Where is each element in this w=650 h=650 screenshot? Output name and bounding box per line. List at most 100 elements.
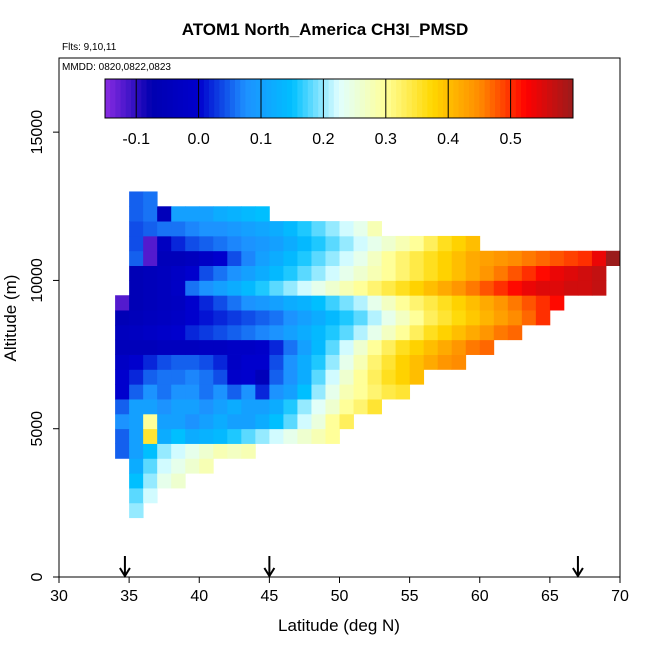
x-tick-label: 50 [331, 588, 349, 605]
heatmap-cell [367, 295, 382, 311]
colorbar-segment [287, 79, 293, 118]
heatmap-cell [199, 354, 214, 370]
heatmap-cell [283, 221, 298, 237]
heatmap-cell [353, 250, 368, 266]
heatmap-cell [269, 221, 284, 237]
colorbar-segment [125, 79, 132, 118]
heatmap-cell [213, 384, 228, 400]
heatmap-cell [283, 235, 298, 252]
heatmap-cell [451, 235, 467, 252]
heatmap-cell [129, 384, 144, 400]
heatmap-cell [367, 250, 382, 266]
heatmap-cell [409, 280, 425, 296]
heatmap-cell [213, 206, 228, 222]
colorbar-segment [396, 79, 402, 118]
heatmap-cell [143, 280, 158, 296]
heatmap-cell [395, 339, 411, 355]
heatmap-cell [143, 399, 158, 415]
heatmap-cell [157, 354, 172, 370]
colorbar-segment [292, 79, 298, 118]
heatmap-cell [213, 399, 228, 415]
heatmap-cell [283, 250, 298, 266]
colorbar-segment [489, 79, 496, 118]
heatmap-cell [241, 324, 256, 341]
heatmap-cell [395, 265, 411, 281]
colorbar-segment [359, 79, 366, 118]
heatmap-cell [353, 369, 368, 385]
heatmap-cell [297, 235, 312, 252]
heatmap-cell [409, 339, 425, 355]
arrow-head [263, 567, 276, 578]
heatmap-cell [129, 310, 144, 326]
heatmap-cell [395, 384, 411, 400]
x-tick-label: 45 [260, 588, 278, 605]
heatmap-cell [367, 324, 382, 341]
heatmap-cell [227, 384, 242, 400]
heatmap-cell [157, 413, 172, 430]
colorbar-segment [417, 79, 423, 118]
heatmap-cell [283, 428, 298, 444]
heatmap-cell [325, 265, 340, 281]
heatmap-cell [297, 280, 312, 296]
heatmap-cell [269, 369, 284, 385]
y-axis-label: Altitude (m) [1, 275, 20, 362]
colorbar-segment [203, 79, 210, 118]
heatmap-cell [241, 339, 256, 355]
heatmap-cell [437, 324, 453, 341]
colorbar-segment [547, 79, 553, 118]
heatmap-cell [353, 384, 368, 400]
heatmap-cell [129, 413, 144, 430]
heatmap-cell [283, 324, 298, 341]
heatmap-cell [381, 384, 396, 400]
heatmap-cell [241, 428, 256, 444]
heatmap-cell [325, 250, 340, 266]
heatmap-cell [157, 310, 172, 326]
colorbar-segment [567, 79, 574, 118]
heatmap-cell [395, 280, 411, 296]
colorbar-segment [120, 79, 127, 118]
heatmap-cell [213, 428, 228, 444]
heatmap-cell [213, 265, 228, 281]
heatmap-cell [213, 310, 228, 326]
heatmap-cell [157, 384, 172, 400]
heatmap-cell [535, 310, 551, 326]
arrow-head [572, 567, 584, 578]
colorbar-segment [427, 79, 434, 118]
heatmap-cell [437, 354, 453, 370]
heatmap-cell [129, 324, 144, 341]
heatmap-cell [227, 324, 242, 341]
heatmap-cell [339, 369, 354, 385]
heatmap-cell [297, 399, 312, 415]
heatmap-cell [171, 354, 186, 370]
heatmap-cell [283, 280, 298, 296]
heatmap-cell [255, 235, 270, 252]
heatmap-cell [479, 324, 495, 341]
heatmap-cell [283, 369, 298, 385]
colorbar-segment [495, 79, 501, 118]
heatmap-cell [199, 206, 214, 222]
heatmap-cell [171, 428, 186, 444]
heatmap-cell [199, 413, 214, 430]
heatmap-cell [311, 354, 326, 370]
colorbar-segment [313, 79, 319, 118]
heatmap-cell [213, 221, 228, 237]
heatmap-cell [395, 310, 411, 326]
colorbar-segment [562, 79, 569, 118]
x-tick-label: 55 [401, 588, 419, 605]
heatmap-cell [255, 369, 270, 385]
heatmap-cell [437, 235, 453, 252]
heatmap-cell [535, 295, 551, 311]
heatmap-cell [185, 295, 200, 311]
heatmap-cell [507, 310, 523, 326]
heatmap-cell [381, 235, 396, 252]
heatmap-cell [311, 235, 326, 252]
heatmap-cell [325, 324, 340, 341]
heatmap-cell [409, 295, 425, 311]
y-tick-label: 15000 [29, 110, 46, 155]
heatmap-cell [325, 413, 340, 430]
heatmap-cell [353, 221, 368, 237]
heatmap-cell [185, 235, 200, 252]
heatmap-cell [255, 265, 270, 281]
heatmap-cell [199, 399, 214, 415]
heatmap-cell [395, 354, 411, 370]
